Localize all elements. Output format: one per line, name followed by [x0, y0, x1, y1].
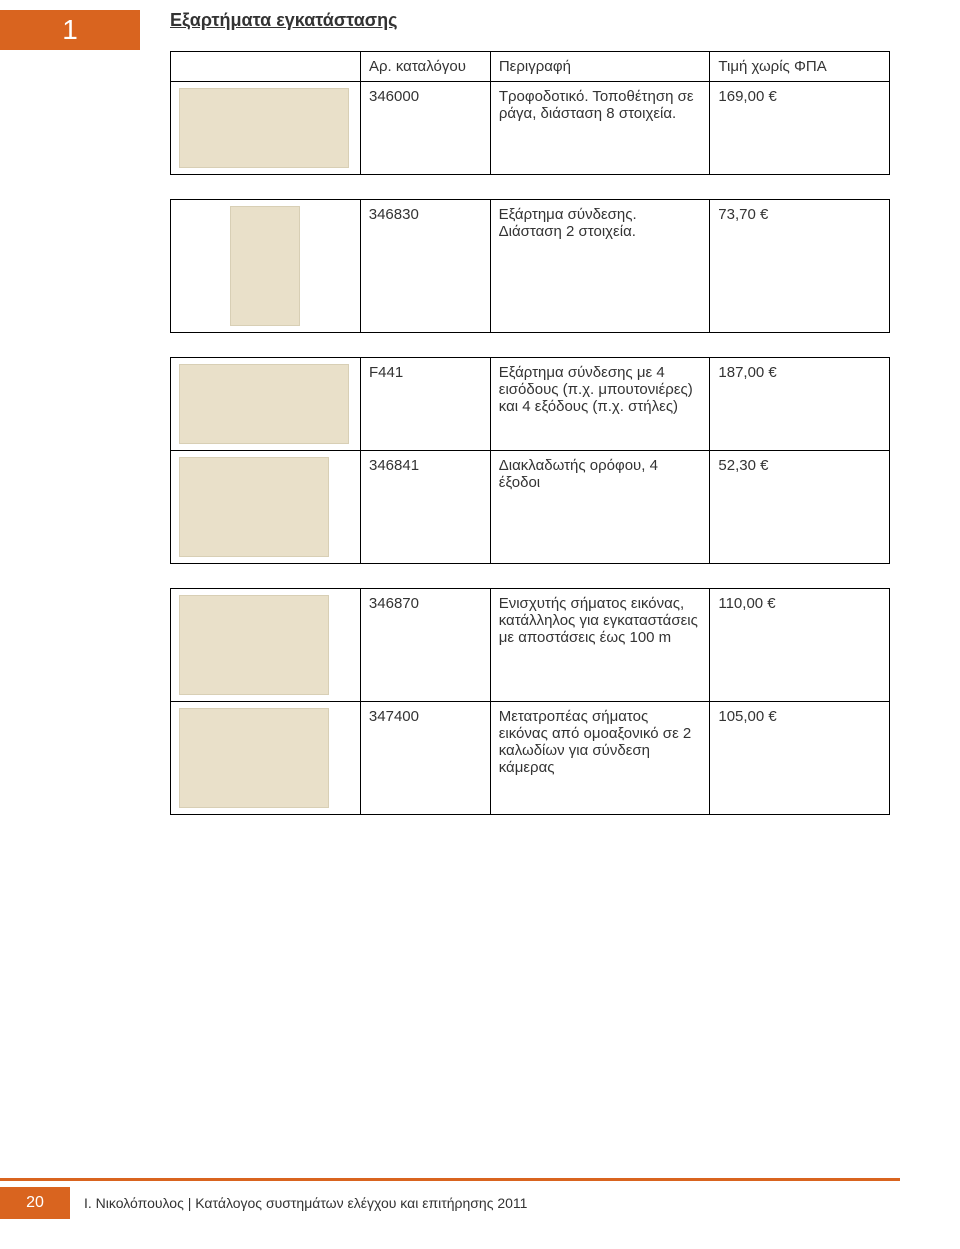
product-table-1: Αρ. καταλόγου Περιγραφή Τιμή χωρίς ΦΠΑ 3…: [170, 51, 890, 175]
footer-text: Ι. Νικολόπουλος | Κατάλογος συστημάτων ε…: [84, 1195, 527, 1211]
table-row: 346870 Ενισχυτής σήματος εικόνας, κατάλλ…: [171, 589, 890, 702]
table-row: 346830 Εξάρτημα σύνδεσης. Διάσταση 2 στο…: [171, 200, 890, 333]
content-area: Εξαρτήματα εγκατάστασης Αρ. καταλόγου Πε…: [170, 10, 890, 839]
product-table-3: F441 Εξάρτημα σύνδεσης με 4 εισόδους (π.…: [170, 357, 890, 564]
table-row: 346841 Διακλαδωτής ορόφου, 4 έξοδοι 52,3…: [171, 451, 890, 564]
product-image: [230, 206, 300, 326]
page-footer: 20 Ι. Νικολόπουλος | Κατάλογος συστημάτω…: [0, 1178, 900, 1219]
product-image: [179, 457, 329, 557]
cell-desc: Τροφοδοτικό. Τοποθέτηση σε ράγα, διάστασ…: [490, 82, 710, 175]
cell-desc: Εξάρτημα σύνδεσης. Διάσταση 2 στοιχεία.: [490, 200, 710, 333]
product-image: [179, 364, 349, 444]
header-price: Τιμή χωρίς ΦΠΑ: [710, 52, 890, 82]
table-row: F441 Εξάρτημα σύνδεσης με 4 εισόδους (π.…: [171, 358, 890, 451]
cell-price: 73,70 €: [710, 200, 890, 333]
cell-code: 346830: [360, 200, 490, 333]
header-code: Αρ. καταλόγου: [360, 52, 490, 82]
product-table-2: 346830 Εξάρτημα σύνδεσης. Διάσταση 2 στο…: [170, 199, 890, 333]
cell-price: 52,30 €: [710, 451, 890, 564]
cell-code: 347400: [360, 702, 490, 815]
cell-code: 346870: [360, 589, 490, 702]
cell-price: 169,00 €: [710, 82, 890, 175]
product-image: [179, 708, 329, 808]
product-image: [179, 88, 349, 168]
product-image: [179, 595, 329, 695]
section-title: Εξαρτήματα εγκατάστασης: [170, 10, 890, 31]
cell-desc: Διακλαδωτής ορόφου, 4 έξοδοι: [490, 451, 710, 564]
cell-desc: Εξάρτημα σύνδεσης με 4 εισόδους (π.χ. μπ…: [490, 358, 710, 451]
cell-price: 187,00 €: [710, 358, 890, 451]
table-row: 347400 Μετατροπέας σήματος εικόνας από ο…: [171, 702, 890, 815]
header-desc: Περιγραφή: [490, 52, 710, 82]
table-header-row: Αρ. καταλόγου Περιγραφή Τιμή χωρίς ΦΠΑ: [171, 52, 890, 82]
cell-desc: Ενισχυτής σήματος εικόνας, κατάλληλος γι…: [490, 589, 710, 702]
cell-code: 346000: [360, 82, 490, 175]
cell-price: 110,00 €: [710, 589, 890, 702]
product-table-4: 346870 Ενισχυτής σήματος εικόνας, κατάλλ…: [170, 588, 890, 815]
cell-code: 346841: [360, 451, 490, 564]
cell-price: 105,00 €: [710, 702, 890, 815]
cell-desc: Μετατροπέας σήματος εικόνας από ομοαξονι…: [490, 702, 710, 815]
page-tab: 1: [0, 10, 140, 50]
header-image: [171, 52, 361, 82]
cell-code: F441: [360, 358, 490, 451]
table-row: 346000 Τροφοδοτικό. Τοποθέτηση σε ράγα, …: [171, 82, 890, 175]
footer-page-number: 20: [0, 1187, 70, 1219]
